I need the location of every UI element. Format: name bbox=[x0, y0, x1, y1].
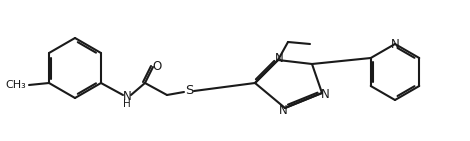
Text: N: N bbox=[274, 52, 283, 66]
Text: N: N bbox=[279, 104, 287, 117]
Text: H: H bbox=[123, 99, 131, 109]
Text: N: N bbox=[391, 38, 400, 51]
Text: N: N bbox=[321, 89, 329, 102]
Text: O: O bbox=[152, 60, 162, 73]
Text: S: S bbox=[185, 83, 193, 96]
Text: N: N bbox=[123, 91, 131, 103]
Text: CH₃: CH₃ bbox=[5, 80, 26, 90]
